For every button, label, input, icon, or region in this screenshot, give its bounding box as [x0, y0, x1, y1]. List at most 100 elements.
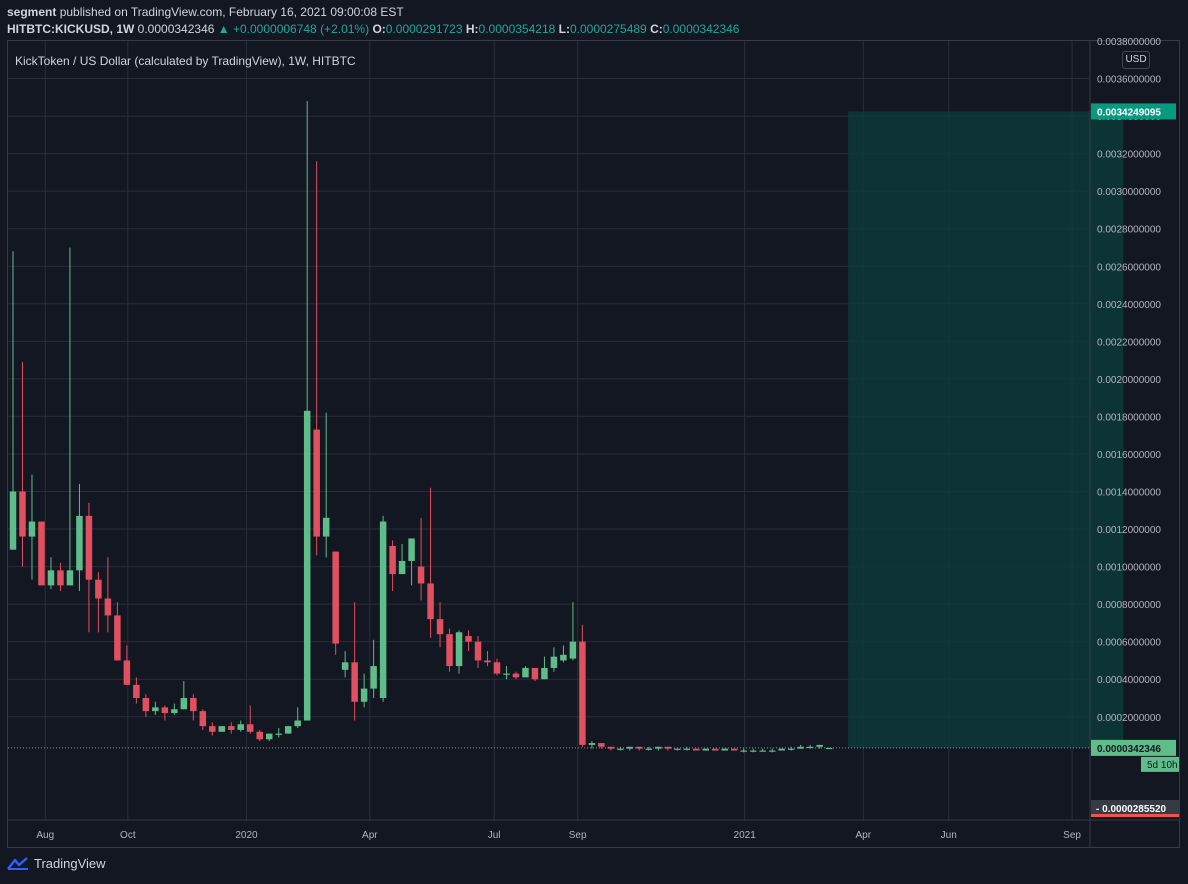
candle-down: [104, 598, 112, 616]
candle-up: [569, 641, 577, 659]
candle-up: [759, 750, 766, 752]
candle-down: [256, 731, 263, 740]
y-tick-label: 0.0008000000: [1097, 600, 1161, 611]
candle-up: [768, 750, 776, 752]
candle-up: [645, 748, 653, 750]
y-tick-label: 0.0010000000: [1097, 563, 1161, 574]
candle-up: [778, 748, 785, 751]
candle-up: [284, 726, 292, 734]
footer-brand[interactable]: TradingView: [7, 856, 106, 871]
candle-up: [655, 746, 662, 749]
y-tick-label: 0.0006000000: [1097, 638, 1161, 649]
x-tick-label: Jun: [941, 830, 957, 841]
candle-up: [408, 538, 415, 561]
candle-down: [95, 579, 102, 599]
candle-down: [436, 619, 444, 635]
y-tick-label: 0.0022000000: [1097, 337, 1161, 348]
candle-down: [446, 634, 453, 667]
y-tick-label: 0.0020000000: [1097, 375, 1161, 386]
candle-up: [806, 746, 814, 748]
candle-down: [636, 746, 643, 749]
brand-name: TradingView: [34, 856, 106, 871]
candle-up: [275, 733, 282, 735]
candle-up: [740, 750, 747, 752]
y-tick-label: 0.0002000000: [1097, 713, 1161, 724]
candle-up: [180, 697, 188, 710]
candle-down: [142, 697, 150, 712]
candle-up: [398, 560, 406, 575]
open-label: O:: [372, 22, 386, 36]
candle-down: [493, 662, 501, 674]
candle-up: [541, 667, 548, 680]
candle-up: [322, 517, 330, 537]
current-price: 0.0000342346: [137, 22, 215, 36]
publish-info: segment published on TradingView.com, Fe…: [7, 5, 404, 19]
candle-down: [57, 570, 64, 586]
candle-up: [560, 654, 567, 661]
candle-up: [749, 750, 757, 752]
currency-badge[interactable]: USD: [1122, 51, 1150, 69]
candle-up: [503, 673, 510, 675]
candle-up: [617, 748, 624, 750]
candle-up: [455, 632, 463, 667]
candle-up: [294, 720, 301, 727]
candle-up: [237, 724, 245, 730]
x-tick-label: Sep: [1063, 830, 1081, 841]
x-tick-label: Sep: [569, 830, 587, 841]
candle-down: [313, 429, 320, 537]
candle-down: [607, 746, 615, 749]
candle-down: [332, 551, 339, 644]
candle-down: [693, 748, 700, 751]
candle-up: [787, 748, 795, 750]
low-price-label-bg: [1091, 800, 1179, 816]
candle-down: [199, 711, 207, 727]
candle-up: [66, 570, 74, 586]
y-tick-label: 0.0030000000: [1097, 187, 1161, 198]
candle-down: [114, 615, 121, 661]
tradingview-logo-icon: [7, 856, 28, 870]
symbol-label: HITBTC:KICKUSD, 1W: [7, 22, 135, 36]
x-tick-label: Apr: [856, 830, 872, 841]
candle-down: [598, 743, 605, 747]
last-price-label-bg: [1091, 739, 1176, 756]
y-tick-label: 0.0004000000: [1097, 675, 1161, 686]
candle-down: [161, 707, 169, 714]
low-price-marker: [1091, 814, 1179, 817]
y-tick-label: 0.0012000000: [1097, 525, 1161, 536]
candle-down: [579, 641, 586, 745]
y-tick-label: 0.0016000000: [1097, 450, 1161, 461]
candle-down: [38, 521, 45, 586]
published-text: published on TradingView.com, February 1…: [59, 5, 404, 19]
publisher-name[interactable]: segment: [7, 5, 57, 19]
x-tick-label: Oct: [120, 830, 136, 841]
chart-frame[interactable]: [7, 40, 1180, 848]
candle-down: [190, 697, 197, 712]
candle-down: [133, 684, 140, 698]
zone-top-price-label-bg: [1091, 103, 1176, 120]
candle-up: [265, 733, 273, 740]
candle-down: [228, 726, 235, 730]
candle-up: [171, 709, 178, 714]
y-tick-label: 0.0032000000: [1097, 150, 1161, 161]
candle-down: [664, 746, 672, 749]
y-tick-label: 0.0026000000: [1097, 262, 1161, 273]
candle-up: [674, 748, 681, 750]
candle-down: [123, 660, 131, 685]
y-tick-label: 0.0028000000: [1097, 225, 1161, 236]
chart-title: KickToken / US Dollar (calculated by Tra…: [15, 54, 356, 68]
close-value: 0.0000342346: [662, 22, 740, 36]
candle-up: [28, 521, 36, 537]
candle-down: [19, 491, 26, 537]
candle-up: [683, 748, 691, 750]
y-tick-label: 0.0018000000: [1097, 412, 1161, 423]
x-tick-label: Jul: [488, 830, 501, 841]
candle-up: [9, 491, 17, 550]
candle-up: [550, 656, 558, 668]
candle-down: [209, 726, 216, 732]
x-tick-label: 2020: [235, 830, 258, 841]
countdown-bg: [1141, 756, 1179, 772]
zone-top-price-label: 0.0034249095: [1097, 107, 1161, 118]
low-label: L:: [558, 22, 570, 36]
last-price-label: 0.0000342346: [1097, 744, 1161, 755]
